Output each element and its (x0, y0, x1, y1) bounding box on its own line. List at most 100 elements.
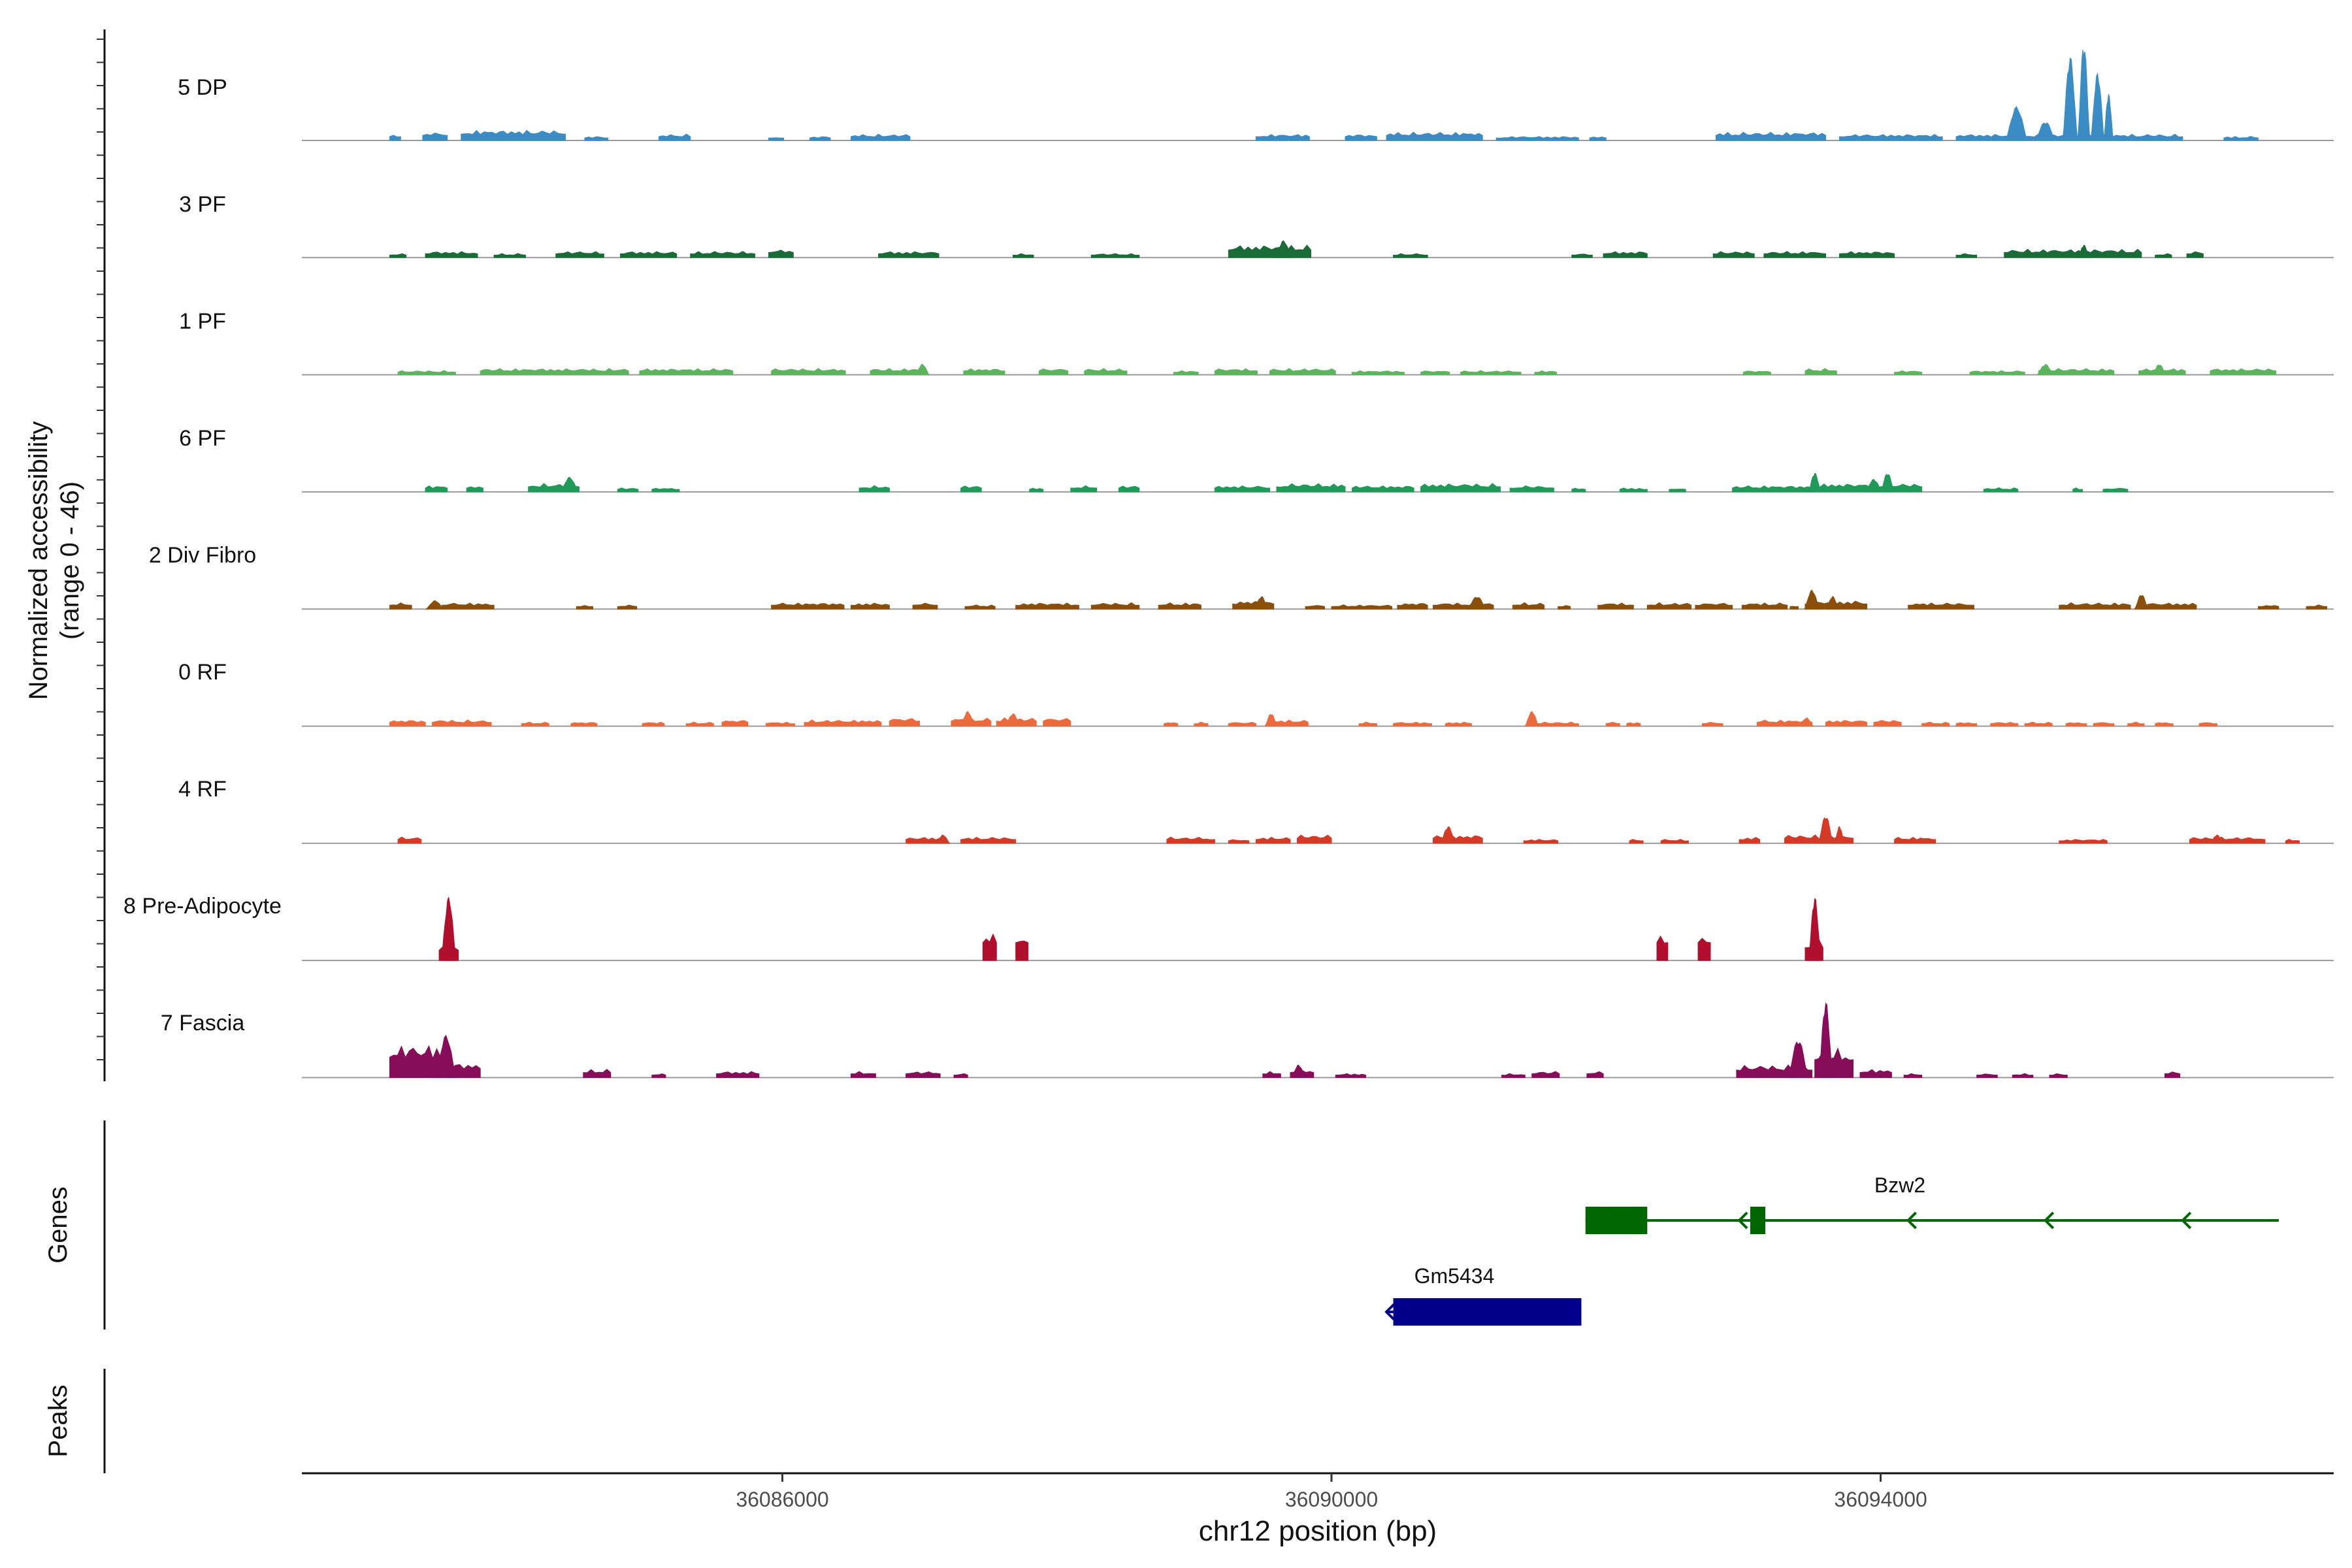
coverage-segment (1038, 368, 1069, 376)
coverage-segment (570, 722, 598, 727)
coverage-peak (2151, 364, 2167, 376)
track-1 (302, 240, 2334, 259)
coverage-segment (1597, 602, 1634, 610)
track-8 (302, 1002, 2334, 1079)
coverage-segment (1712, 251, 1755, 258)
coverage-segment (1228, 721, 1256, 727)
x-tick-label: 36086000 (736, 1488, 828, 1511)
coverage-segment (2189, 836, 2266, 844)
coverage-peak (1466, 596, 1488, 610)
coverage-segment (617, 604, 638, 610)
coverage-segment (1619, 487, 1648, 493)
coverage-segment (2059, 602, 2131, 610)
coverage-segment (851, 602, 890, 610)
coverage-segment (851, 133, 911, 141)
coverage-segment (1990, 721, 2019, 727)
coverage-segment (768, 250, 794, 258)
coverage-segment (2257, 605, 2279, 610)
coverage-segment (2024, 721, 2053, 727)
coverage-segment (721, 720, 749, 727)
coverage-segment (1859, 1069, 1892, 1078)
coverage-segment (1523, 839, 1559, 844)
coverage-peak (1254, 596, 1269, 610)
coverage-segment (1586, 1071, 1604, 1078)
coverage-segment (771, 368, 846, 376)
coverage-segment (422, 132, 448, 141)
coverage-segment (1512, 602, 1545, 610)
coverage-segment (1571, 487, 1586, 493)
coverage-segment (1393, 721, 1432, 727)
coverage-peak (1291, 1064, 1307, 1078)
coverage-segment (2093, 722, 2115, 727)
coverage-segment (441, 602, 495, 610)
coverage-segment (1255, 134, 1310, 141)
y-axis-subtitle: (range 0 - 46) (56, 482, 84, 640)
coverage-segment (889, 718, 921, 727)
coverage-segment (1501, 1073, 1526, 1078)
coverage-segment (1358, 721, 1377, 727)
coverage-segment (1214, 368, 1258, 376)
strand-arrow (2181, 1211, 2192, 1230)
coverage-segment (953, 1073, 968, 1078)
coverage-segment (2059, 839, 2108, 844)
coverage-peak (2036, 364, 2055, 376)
coverage-segment (1084, 368, 1128, 376)
coverage-segment (1908, 602, 1974, 610)
track-label: 4 RF (178, 777, 227, 802)
coverage-segment (1460, 370, 1522, 376)
coverage-peak (1834, 826, 1845, 844)
coverage-segment (2072, 487, 2083, 493)
coverage-segment (642, 721, 665, 727)
coverage-segment (1331, 604, 1392, 610)
coverage-segment (858, 485, 890, 493)
coverage-segment (1214, 485, 1270, 493)
coverage-segment (771, 602, 845, 610)
coverage-segment (639, 368, 734, 376)
x-tick-label: 36090000 (1285, 1488, 1378, 1511)
coverage-segment (1158, 602, 1201, 610)
track-5 (302, 711, 2334, 727)
gene-label: Bzw2 (1874, 1173, 1925, 1197)
y-axis-title: Normalized accessibility (24, 421, 53, 700)
coverage-segment (576, 605, 593, 610)
coverage-peak (2078, 244, 2090, 258)
track-label: 6 PF (179, 426, 226, 451)
gene-label: Gm5434 (1414, 1264, 1495, 1288)
tracks-layer (302, 50, 2334, 1079)
coverage-segment (389, 720, 426, 727)
coverage-segment (2065, 722, 2087, 727)
coverage-segment (1335, 1073, 1366, 1078)
coverage-peak (1818, 817, 1834, 844)
coverage-segment (1015, 602, 1079, 610)
coverage-segment (1839, 134, 1943, 141)
gene-exon (1585, 1207, 1648, 1234)
coverage-segment (906, 1071, 941, 1078)
coverage-segment (2210, 368, 2277, 376)
coverage-segment (397, 836, 422, 844)
coverage-segment (1589, 137, 1607, 141)
track-label: 0 RF (178, 660, 227, 685)
track-label: 8 Pre-Adipocyte (123, 894, 282, 919)
coverage-segment (1164, 722, 1179, 727)
coverage-segment (1534, 370, 1558, 376)
coverage-segment (1090, 602, 1140, 610)
coverage-segment (1955, 253, 1978, 258)
coverage-segment (1669, 488, 1686, 493)
coverage-segment (1173, 370, 1199, 376)
track-label: 2 Div Fibro (149, 543, 256, 568)
coverage-peak (1524, 711, 1540, 727)
coverage-segment (1558, 605, 1571, 610)
coverage-segment (1029, 487, 1044, 493)
coverage-segment (493, 253, 526, 258)
coverage-segment (1276, 483, 1346, 493)
coverage-segment (716, 1071, 760, 1078)
strand-arrow (1737, 1211, 1748, 1230)
coverage-segment (1537, 721, 1579, 727)
coverage-segment (583, 1069, 612, 1078)
coverage-segment (1013, 253, 1034, 258)
coverage-segment (620, 251, 678, 258)
coverage-segment (1386, 131, 1483, 141)
coverage-segment (1976, 1073, 1998, 1078)
gene-exon (1750, 1207, 1766, 1234)
coverage-peak (960, 711, 975, 727)
